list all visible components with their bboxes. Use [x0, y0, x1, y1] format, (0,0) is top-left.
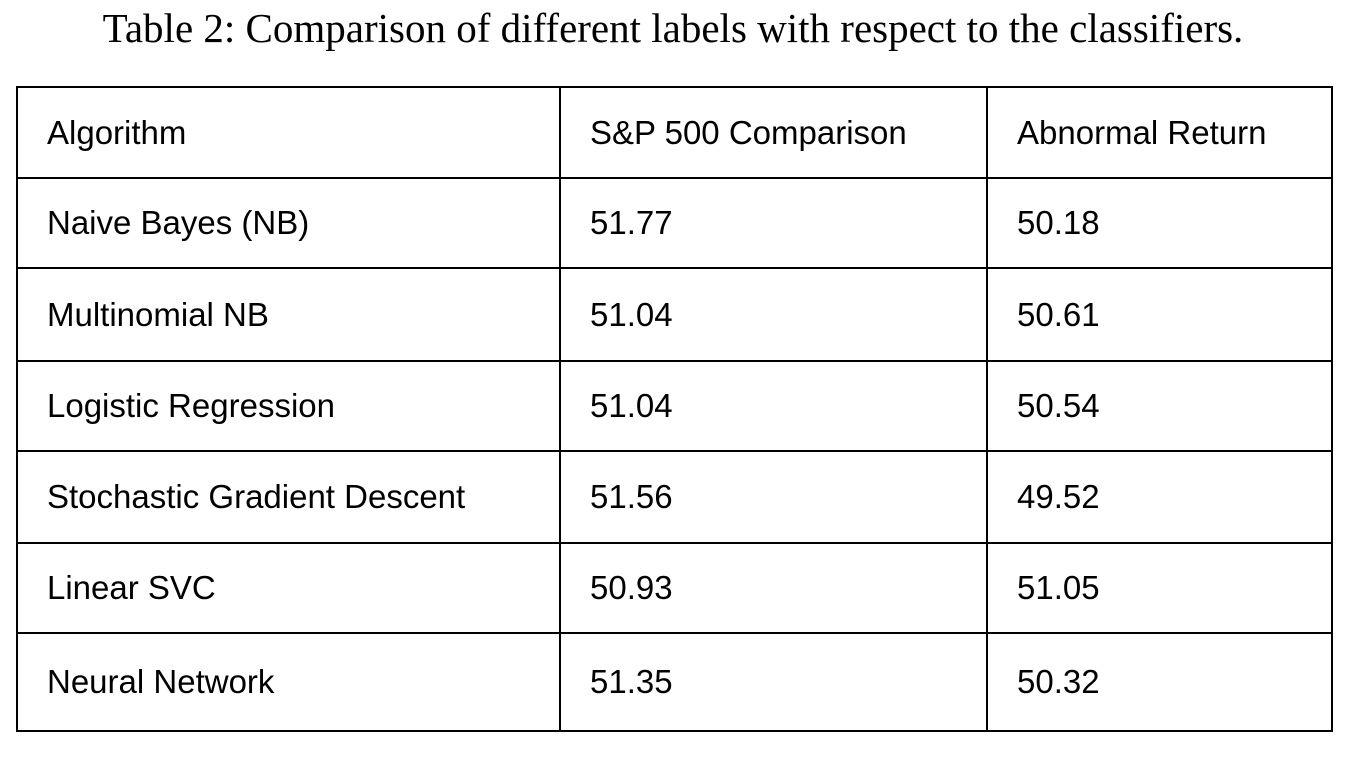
- sp500-value-cell: 51.04: [559, 360, 988, 452]
- table-row: Neural Network 51.35 50.32: [16, 632, 1333, 732]
- sp500-value-cell: 50.93: [559, 542, 988, 634]
- abnormal-return-value-cell: 50.18: [986, 177, 1333, 269]
- results-table-container: Algorithm S&P 500 Comparison Abnormal Re…: [16, 86, 1333, 766]
- algorithm-cell: Stochastic Gradient Descent: [16, 450, 561, 544]
- sp500-value-cell: 51.04: [559, 267, 988, 362]
- abnormal-return-value-cell: 50.54: [986, 360, 1333, 452]
- abnormal-return-value-cell: 51.05: [986, 542, 1333, 634]
- sp500-value-cell: 51.35: [559, 632, 988, 732]
- header-abnormal-return: Abnormal Return: [986, 86, 1333, 179]
- abnormal-return-value-cell: 49.52: [986, 450, 1333, 544]
- table-header-row: Algorithm S&P 500 Comparison Abnormal Re…: [16, 86, 1333, 179]
- abnormal-return-value-cell: 50.32: [986, 632, 1333, 732]
- sp500-value-cell: 51.77: [559, 177, 988, 269]
- header-sp500-comparison: S&P 500 Comparison: [559, 86, 988, 179]
- results-table: Algorithm S&P 500 Comparison Abnormal Re…: [16, 86, 1333, 732]
- table-row: Linear SVC 50.93 51.05: [16, 542, 1333, 634]
- table-row: Stochastic Gradient Descent 51.56 49.52: [16, 450, 1333, 544]
- table-row: Multinomial NB 51.04 50.61: [16, 267, 1333, 362]
- table-caption: Table 2: Comparison of different labels …: [102, 5, 1244, 51]
- algorithm-cell: Linear SVC: [16, 542, 561, 634]
- algorithm-cell: Multinomial NB: [16, 267, 561, 362]
- algorithm-cell: Naive Bayes (NB): [16, 177, 561, 269]
- algorithm-cell: Logistic Regression: [16, 360, 561, 452]
- algorithm-cell: Neural Network: [16, 632, 561, 732]
- sp500-value-cell: 51.56: [559, 450, 988, 544]
- header-algorithm: Algorithm: [16, 86, 561, 179]
- table-row: Logistic Regression 51.04 50.54: [16, 360, 1333, 452]
- abnormal-return-value-cell: 50.61: [986, 267, 1333, 362]
- table-row: Naive Bayes (NB) 51.77 50.18: [16, 177, 1333, 269]
